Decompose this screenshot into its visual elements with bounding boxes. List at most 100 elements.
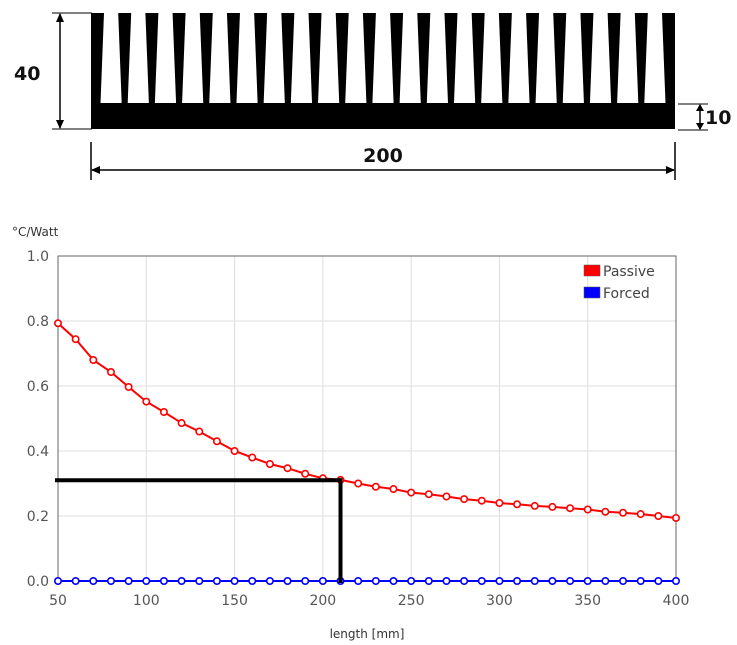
data-point-forced bbox=[530, 576, 539, 585]
plot-area-border bbox=[57, 255, 677, 582]
x-tick-label: 300 bbox=[486, 593, 513, 609]
data-point-forced bbox=[548, 576, 557, 585]
chart-legend: Passive Forced bbox=[583, 264, 655, 302]
x-tick-label: 50 bbox=[49, 593, 67, 609]
data-point-forced bbox=[71, 576, 80, 585]
data-point-passive bbox=[212, 437, 221, 446]
data-point-forced bbox=[424, 576, 433, 585]
data-point-passive bbox=[106, 368, 115, 377]
series-line-passive bbox=[57, 322, 677, 519]
x-tick-label: 250 bbox=[398, 593, 425, 609]
legend-swatch-passive bbox=[583, 264, 601, 277]
data-point-passive bbox=[265, 459, 274, 468]
annotation-layer bbox=[55, 478, 343, 583]
data-point-passive bbox=[477, 496, 486, 505]
data-point-forced bbox=[601, 576, 610, 585]
width-arrow-right bbox=[666, 166, 675, 174]
y-tick-label: 0.4 bbox=[27, 444, 49, 460]
data-point-passive bbox=[71, 335, 80, 344]
data-point-passive bbox=[248, 453, 257, 462]
data-point-forced bbox=[442, 576, 451, 585]
data-point-forced bbox=[89, 576, 98, 585]
data-point-forced bbox=[248, 576, 257, 585]
data-point-passive bbox=[371, 482, 380, 491]
data-point-passive bbox=[230, 446, 239, 455]
y-axis-ticks: 0.0 0.2 0.4 0.6 0.8 1.0 bbox=[27, 249, 49, 590]
data-point-passive bbox=[124, 382, 133, 391]
data-point-passive bbox=[583, 505, 592, 514]
x-axis-label: length [mm] bbox=[330, 627, 405, 641]
height-arrow-top bbox=[56, 13, 64, 22]
data-point-forced bbox=[477, 576, 486, 585]
x-tick-label: 200 bbox=[309, 593, 336, 609]
height-arrow-bottom bbox=[56, 120, 64, 129]
data-point-forced bbox=[460, 576, 469, 585]
data-point-passive bbox=[283, 464, 292, 473]
legend-label-forced: Forced bbox=[603, 286, 650, 302]
chart-grid bbox=[57, 255, 677, 582]
x-tick-label: 100 bbox=[133, 593, 160, 609]
x-axis-ticks: 50 100 150 200 250 300 350 400 bbox=[49, 593, 689, 609]
y-tick-label: 0.6 bbox=[27, 379, 49, 395]
data-point-forced bbox=[212, 576, 221, 585]
data-point-passive bbox=[513, 500, 522, 509]
data-point-passive bbox=[389, 485, 398, 494]
data-point-passive bbox=[159, 407, 168, 416]
base-arrow-bottom bbox=[696, 123, 704, 130]
legend-swatch-forced bbox=[583, 286, 601, 299]
data-point-passive bbox=[177, 419, 186, 428]
heatsink-profile bbox=[91, 13, 675, 129]
data-point-passive bbox=[89, 355, 98, 364]
width-arrow-left bbox=[91, 166, 100, 174]
data-point-passive bbox=[442, 492, 451, 501]
data-point-passive bbox=[407, 488, 416, 497]
data-point-forced bbox=[106, 576, 115, 585]
series-layer bbox=[53, 319, 680, 585]
data-point-forced bbox=[654, 576, 663, 585]
data-point-passive bbox=[530, 501, 539, 510]
x-tick-label: 350 bbox=[574, 593, 601, 609]
x-tick-label: 150 bbox=[221, 593, 248, 609]
y-tick-label: 0.2 bbox=[27, 509, 49, 525]
data-point-forced bbox=[230, 576, 239, 585]
data-point-passive bbox=[460, 495, 469, 504]
data-point-forced bbox=[177, 576, 186, 585]
data-point-forced bbox=[124, 576, 133, 585]
data-point-forced bbox=[495, 576, 504, 585]
x-tick-label: 400 bbox=[663, 593, 690, 609]
data-point-forced bbox=[142, 576, 151, 585]
data-point-passive bbox=[619, 508, 628, 517]
data-point-passive bbox=[354, 479, 363, 488]
data-point-passive bbox=[142, 397, 151, 406]
data-point-forced bbox=[407, 576, 416, 585]
data-point-passive bbox=[601, 507, 610, 516]
data-point-passive bbox=[671, 513, 680, 522]
y-tick-label: 0.0 bbox=[27, 574, 49, 590]
data-point-forced bbox=[53, 576, 62, 585]
data-point-forced bbox=[636, 576, 645, 585]
data-point-forced bbox=[619, 576, 628, 585]
data-point-forced bbox=[283, 576, 292, 585]
data-point-forced bbox=[389, 576, 398, 585]
heatsink-profile-drawing: 40 10 200 bbox=[14, 12, 731, 180]
data-point-passive bbox=[548, 502, 557, 511]
width-label: 200 bbox=[363, 145, 403, 167]
data-point-forced bbox=[195, 576, 204, 585]
legend-label-passive: Passive bbox=[603, 264, 655, 280]
data-point-forced bbox=[583, 576, 592, 585]
data-point-forced bbox=[301, 576, 310, 585]
data-point-forced bbox=[513, 576, 522, 585]
y-tick-label: 0.8 bbox=[27, 314, 49, 330]
data-point-passive bbox=[654, 511, 663, 520]
data-point-passive bbox=[336, 475, 345, 484]
data-point-forced bbox=[318, 576, 327, 585]
data-point-passive bbox=[424, 490, 433, 499]
data-point-forced bbox=[371, 576, 380, 585]
data-point-forced bbox=[336, 576, 345, 585]
data-point-passive bbox=[566, 504, 575, 513]
data-point-passive bbox=[53, 319, 62, 328]
base-arrow-top bbox=[696, 104, 704, 111]
base-thickness-label: 10 bbox=[705, 107, 731, 129]
data-point-forced bbox=[566, 576, 575, 585]
data-point-forced bbox=[265, 576, 274, 585]
